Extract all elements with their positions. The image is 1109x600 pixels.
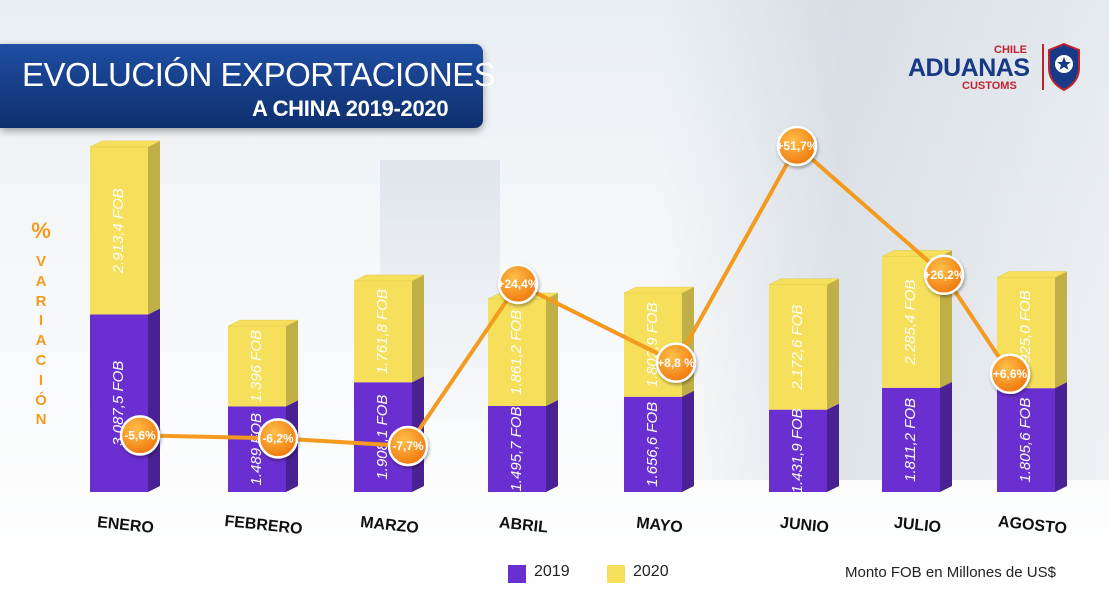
variation-label: -6,2% <box>262 432 294 446</box>
bar-label-2019: 1.495,7 FOB <box>508 406 525 491</box>
bar-top-2020 <box>623 286 695 294</box>
bar-2020 <box>228 326 286 407</box>
variation-label: -7,7% <box>392 439 424 453</box>
bar-label-2020: 1.761,8 FOB <box>374 289 391 374</box>
bar-label-2019: 1.431,9 FOB <box>789 408 806 493</box>
units-note: Monto FOB en Millones de US$ <box>845 564 1056 581</box>
title-banner <box>0 44 483 128</box>
bar-label-2020: 1.925,0 FOB <box>1017 290 1034 375</box>
bar-side-2019 <box>148 308 160 492</box>
bar-label-2019: 1.811,2 FOB <box>902 398 919 482</box>
variation-label: -5,6% <box>124 429 156 443</box>
logo-customs-text: CUSTOMS <box>962 80 1017 92</box>
bar-top-2020 <box>227 319 299 327</box>
variation-label: +6,6% <box>993 367 1028 381</box>
bar-label-2019: 1.656,6 FOB <box>644 402 661 487</box>
bar-top-2020 <box>768 278 840 285</box>
legend-swatch-2020 <box>607 565 625 583</box>
variation-label: +8,8 % <box>657 356 695 370</box>
bar-side-2019 <box>682 390 694 492</box>
bar-side-2019 <box>546 399 558 492</box>
variation-marker <box>257 418 299 459</box>
logo-aduanas-text: ADUANAS <box>908 54 1030 82</box>
logo-chile-text: CHILE <box>994 44 1027 56</box>
category-label: AGOSTO <box>997 513 1067 537</box>
bar-label-2019: 1.908,1 FOB <box>374 395 391 480</box>
bar-label-2020: 2.172,6 FOB <box>789 305 806 391</box>
bar-top-2020 <box>996 271 1068 278</box>
bar-2019 <box>488 405 546 492</box>
category-label: MARZO <box>359 514 419 537</box>
bar-side-2019 <box>1055 382 1067 492</box>
category-label: ABRIL <box>498 515 549 537</box>
bar-side-2020 <box>286 320 298 407</box>
bar-label-2019: 1.805,6 FOB <box>1017 398 1034 483</box>
variation-label: +51,7% <box>776 139 817 153</box>
bar-top-2020 <box>353 274 425 282</box>
bar-label-2020: 2.285,4 FOB <box>902 280 919 366</box>
bar-2020 <box>769 284 827 410</box>
variation-line <box>139 144 1012 448</box>
bar-label-2020: 1.396 FOB <box>248 330 265 403</box>
bar-2020 <box>354 280 412 383</box>
variation-label: +26,2% <box>923 268 964 282</box>
legend-label-2019: 2019 <box>534 563 570 580</box>
bar-side-2020 <box>412 274 424 383</box>
chart-subtitle: A CHINA 2019-2020 <box>252 96 449 121</box>
category-label: JUNIO <box>779 515 829 537</box>
bar-2019 <box>882 387 940 492</box>
variation-marker <box>119 415 161 456</box>
legend-swatch-2019 <box>508 565 526 583</box>
category-label: FEBRERO <box>224 513 304 538</box>
variation-percent-symbol: % <box>31 218 51 243</box>
bar-side-2019 <box>827 403 839 492</box>
bar-side-2020 <box>827 278 839 410</box>
category-label: ENERO <box>96 514 154 537</box>
variation-label: +24,4% <box>497 277 538 291</box>
variation-marker <box>655 342 697 383</box>
bar-2019 <box>624 396 682 492</box>
bar-top-2020 <box>89 140 161 148</box>
category-label: JULIO <box>893 515 942 537</box>
bar-2019 <box>997 388 1055 492</box>
bar-2019 <box>90 314 148 492</box>
bar-side-2020 <box>148 140 160 315</box>
legend-label-2020: 2020 <box>633 563 669 580</box>
bar-label-2020: 1.802,9 FOB <box>644 302 661 387</box>
bar-label-2020: 2.913,4 FOB <box>110 188 127 274</box>
bar-label-2019: 3.087,5 FOB <box>110 361 127 446</box>
shield-icon <box>1048 42 1080 92</box>
bar-side-2020 <box>1055 271 1067 389</box>
aduanas-logo: CHILE ADUANAS CUSTOMS <box>898 38 1098 98</box>
variation-marker <box>923 254 965 296</box>
bar-side-2020 <box>546 292 558 406</box>
chart-title: EVOLUCIÓN EXPORTACIONES <box>22 56 496 93</box>
logo-separator <box>1042 44 1044 90</box>
variation-marker <box>776 125 818 167</box>
variation-marker <box>497 263 539 305</box>
variation-marker <box>387 425 429 467</box>
bar-2020 <box>90 146 148 315</box>
bar-2019 <box>769 409 827 492</box>
variation-marker <box>989 353 1031 395</box>
bar-side-2019 <box>940 381 952 492</box>
category-label: MAYO <box>635 515 683 537</box>
bar-label-2020: 1.861,2 FOB <box>508 310 525 395</box>
